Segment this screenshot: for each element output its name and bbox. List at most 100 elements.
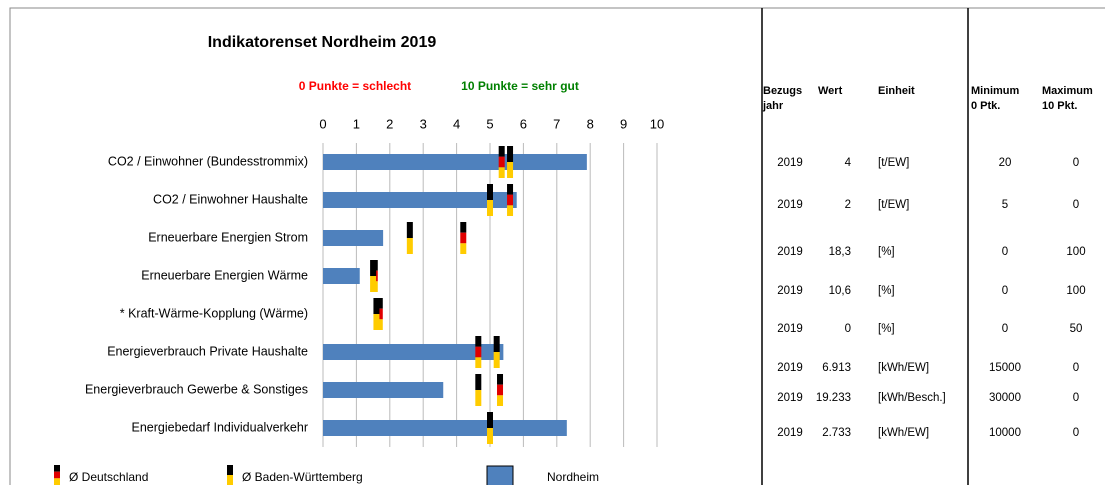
legend-swatch bbox=[54, 471, 60, 479]
x-tick-label: 0 bbox=[319, 116, 326, 131]
table-cell: [%] bbox=[878, 285, 895, 297]
table-cell: 19.233 bbox=[816, 392, 851, 404]
frame bbox=[9, 7, 1105, 485]
table-cell: [%] bbox=[878, 323, 895, 335]
flag-part bbox=[373, 314, 380, 330]
table-cell: 50 bbox=[1070, 323, 1083, 335]
category-label: Erneuerbare Energien Wärme bbox=[141, 268, 308, 282]
flag-part bbox=[497, 374, 504, 385]
x-tick-label: 4 bbox=[453, 116, 460, 131]
flag-part bbox=[475, 336, 482, 347]
legend-label: Nordheim bbox=[547, 470, 599, 484]
table-cell: 30000 bbox=[989, 392, 1021, 404]
marker bbox=[507, 184, 514, 216]
flag-part bbox=[498, 167, 505, 178]
table-cell: 2 bbox=[845, 199, 851, 211]
marker bbox=[460, 222, 467, 254]
flag-part bbox=[487, 428, 493, 444]
category-label: Energieverbrauch Private Haushalte bbox=[107, 344, 308, 358]
table-cell: 2019 bbox=[777, 392, 803, 404]
table-cell: [%] bbox=[878, 246, 895, 258]
bar bbox=[323, 344, 504, 360]
x-tick-label: 6 bbox=[520, 116, 527, 131]
table-header: Wert bbox=[818, 85, 843, 97]
x-tick-label: 7 bbox=[553, 116, 560, 131]
marker bbox=[487, 184, 493, 216]
table-header: Einheit bbox=[878, 85, 915, 97]
bar bbox=[323, 154, 587, 170]
table-cell: [t/EW] bbox=[878, 157, 909, 169]
table-cell: 0 bbox=[1073, 362, 1079, 374]
table-header: Minimum bbox=[971, 85, 1019, 97]
flag-part bbox=[498, 156, 505, 168]
flag-part bbox=[493, 336, 500, 352]
table-cell: 2019 bbox=[777, 285, 803, 297]
flag-part bbox=[493, 352, 500, 368]
x-tick-label: 1 bbox=[353, 116, 360, 131]
flag-part bbox=[373, 298, 380, 314]
table-header: 0 Ptk. bbox=[971, 100, 1000, 112]
table-cell: [kWh/EW] bbox=[878, 427, 929, 439]
table-cell: 0 bbox=[1002, 285, 1008, 297]
flag-part bbox=[507, 162, 514, 178]
marker bbox=[493, 336, 500, 368]
table-header: 10 Pkt. bbox=[1042, 100, 1077, 112]
flag-part bbox=[475, 374, 482, 390]
flag-part bbox=[376, 298, 383, 309]
flag-part bbox=[475, 390, 482, 406]
flag-part bbox=[376, 319, 383, 330]
flag-part bbox=[487, 200, 493, 216]
table-cell: 10000 bbox=[989, 427, 1021, 439]
x-tick-label: 8 bbox=[587, 116, 594, 131]
marker bbox=[498, 146, 505, 178]
legend-swatch bbox=[227, 465, 233, 475]
flag-part bbox=[460, 243, 467, 254]
x-tick-label: 5 bbox=[486, 116, 493, 131]
flag-part bbox=[475, 346, 482, 358]
flag-part bbox=[507, 146, 514, 162]
category-label: Energieverbrauch Gewerbe & Sonstiges bbox=[85, 382, 308, 396]
table-header: Bezugs bbox=[763, 85, 802, 97]
flag-part bbox=[498, 146, 505, 157]
marker bbox=[497, 374, 504, 406]
annotation: 0 Punkte = schlecht bbox=[299, 79, 411, 93]
table-cell: [kWh/Besch.] bbox=[878, 392, 946, 404]
table-cell: 2019 bbox=[777, 157, 803, 169]
category-label: * Kraft-Wärme-Kopplung (Wärme) bbox=[120, 306, 308, 320]
marker bbox=[370, 260, 377, 292]
marker bbox=[475, 336, 482, 368]
flag-part bbox=[370, 276, 377, 292]
flag-part bbox=[376, 308, 383, 320]
table-cell: 4 bbox=[845, 157, 852, 169]
table-cell: 2.733 bbox=[822, 427, 851, 439]
table-cell: 10,6 bbox=[829, 285, 851, 297]
bar bbox=[323, 382, 444, 398]
legend-swatch bbox=[227, 475, 233, 485]
table-cell: 0 bbox=[1073, 157, 1079, 169]
marker bbox=[406, 222, 413, 254]
table-cell: 0 bbox=[845, 323, 851, 335]
table-cell: 0 bbox=[1073, 199, 1079, 211]
bar bbox=[323, 420, 567, 436]
flag-part bbox=[475, 357, 482, 368]
table-cell: [kWh/EW] bbox=[878, 362, 929, 374]
table-cell: 100 bbox=[1066, 285, 1085, 297]
bar bbox=[323, 192, 517, 208]
table-cell: [t/EW] bbox=[878, 199, 909, 211]
legend-swatch bbox=[486, 465, 514, 485]
marker bbox=[507, 146, 514, 178]
table-cell: 20 bbox=[999, 157, 1012, 169]
bar bbox=[323, 230, 384, 246]
x-tick-label: 2 bbox=[386, 116, 393, 131]
table-cell: 0 bbox=[1002, 246, 1008, 258]
table-header: Maximum bbox=[1042, 85, 1093, 97]
chart-title: Indikatorenset Nordheim 2019 bbox=[208, 34, 437, 51]
marker bbox=[373, 298, 380, 330]
flag-part bbox=[406, 238, 413, 254]
table-cell: 2019 bbox=[777, 246, 803, 258]
table-cell: 0 bbox=[1073, 392, 1079, 404]
flag-part bbox=[497, 384, 504, 396]
legend-label: Ø Deutschland bbox=[69, 470, 148, 484]
table-cell: 2019 bbox=[777, 427, 803, 439]
